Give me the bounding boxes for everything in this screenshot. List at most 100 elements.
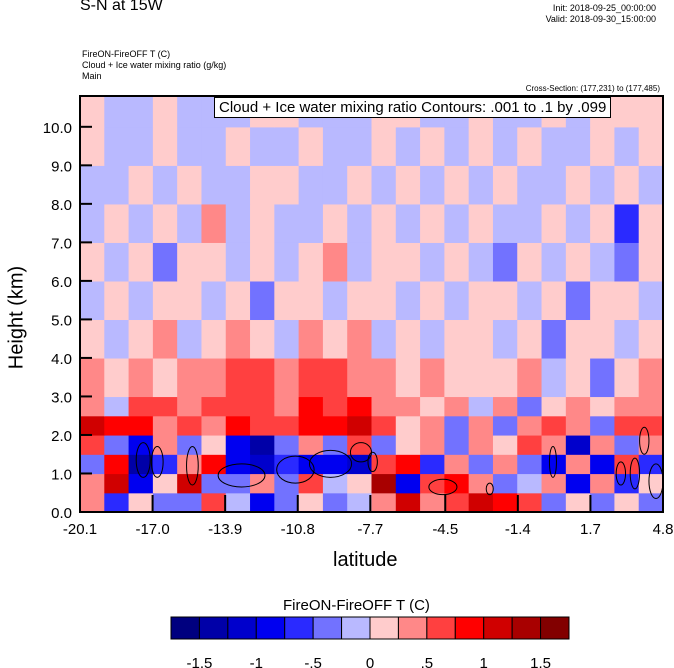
heatmap-cell: [468, 415, 494, 436]
heatmap-cell: [517, 357, 543, 398]
heatmap-cell: [250, 203, 275, 243]
heatmap-cell: [347, 357, 373, 398]
heatmap-cell: [104, 319, 130, 359]
heatmap-cell: [420, 396, 445, 417]
heatmap-cell: [517, 396, 543, 417]
heatmap-cell: [468, 165, 494, 205]
x-tick-label: 4.8: [653, 521, 674, 538]
heatmap-cell: [371, 203, 397, 243]
heatmap-cell: [128, 454, 154, 475]
heatmap-cell: [225, 242, 251, 282]
heatmap-cell: [274, 165, 300, 205]
heatmap-cell: [371, 396, 397, 417]
plot-frame: [79, 95, 664, 513]
heatmap-cell: [298, 396, 324, 417]
heatmap-cell: [638, 473, 664, 494]
heatmap-cell: [225, 434, 251, 455]
y-tick-label: 3.0: [51, 389, 72, 406]
heatmap-cell: [614, 280, 640, 321]
heatmap-cell: [638, 396, 664, 417]
heatmap-cell: [420, 357, 445, 398]
heatmap-cell: [371, 126, 397, 166]
heatmap-cell: [225, 415, 251, 436]
heatmap-cell: [104, 203, 130, 243]
heatmap-cell: [104, 357, 130, 398]
heatmap-cell: [444, 242, 470, 282]
cloud-contour: [615, 461, 627, 486]
heatmap-cell: [395, 434, 421, 455]
cloud-contour: [186, 446, 199, 486]
heatmap-cell: [80, 165, 105, 205]
heatmap-cell: [590, 280, 616, 321]
heatmap-cell: [250, 415, 275, 436]
heatmap-cell: [371, 280, 397, 321]
heatmap-cell: [371, 454, 397, 475]
heatmap-cell: [128, 203, 154, 243]
heatmap-cell: [541, 434, 567, 455]
heatmap-cell: [590, 434, 616, 455]
y-tick-label: 6.0: [51, 274, 72, 291]
heatmap-cell: [104, 473, 130, 494]
heatmap-cell: [468, 242, 494, 282]
heatmap-cell: [274, 434, 300, 455]
heatmap-cell: [517, 203, 543, 243]
heatmap-cell: [420, 165, 445, 205]
heatmap-cell: [128, 434, 154, 455]
heatmap-cell: [541, 396, 567, 417]
heatmap-cell: [638, 203, 664, 243]
heatmap-cell: [492, 454, 518, 475]
valid-time: Valid: 2018-09-30_15:00:00: [545, 14, 656, 24]
heatmap-cell: [468, 126, 494, 166]
heatmap-cell: [444, 415, 470, 436]
colorbar-tick-label: 1.5: [530, 655, 551, 668]
heatmap-cell: [298, 203, 324, 243]
colorbar-tick-label: -.5: [304, 655, 322, 668]
heatmap-cell: [541, 319, 567, 359]
colorbar-box: [454, 616, 485, 640]
heatmap-cell: [371, 492, 397, 513]
heatmap-cell: [347, 396, 373, 417]
heatmap-cell: [128, 357, 154, 398]
heatmap-cell: [274, 396, 300, 417]
heatmap-cell: [225, 126, 251, 166]
heatmap-cell: [420, 126, 445, 166]
heatmap-cell: [152, 415, 178, 436]
field-label-temperature: FireON-FireOFF T (C): [82, 49, 171, 59]
heatmap-cell: [614, 434, 640, 455]
x-axis-label: latitude: [333, 549, 398, 571]
cloud-contour: [276, 455, 315, 484]
heatmap-cell: [371, 415, 397, 436]
heatmap-cell: [541, 280, 567, 321]
heatmap-cell: [322, 319, 348, 359]
heatmap-cell: [152, 396, 178, 417]
heatmap-cell: [444, 473, 470, 494]
heatmap-cell: [590, 357, 616, 398]
heatmap-cell: [565, 203, 591, 243]
heatmap-cell: [638, 454, 664, 475]
heatmap-cell: [225, 396, 251, 417]
heatmap-cell: [80, 396, 105, 417]
heatmap-cell: [371, 242, 397, 282]
heatmap-cell: [177, 492, 203, 513]
heatmap-cell: [492, 126, 518, 166]
colorbar-box: [369, 616, 399, 640]
heatmap-cell: [201, 473, 227, 494]
heatmap-cell: [395, 165, 421, 205]
heatmap-cell: [80, 454, 105, 475]
heatmap-cell: [565, 280, 591, 321]
heatmap-cell: [225, 473, 251, 494]
heatmap-cell: [395, 473, 421, 494]
x-tick-label: -4.5: [432, 521, 458, 538]
colorbar-box: [198, 616, 229, 640]
heatmap-cell: [104, 165, 130, 205]
heatmap-cell: [395, 492, 421, 513]
heatmap-cell: [590, 415, 616, 436]
x-tick-label: -13.9: [208, 521, 242, 538]
heatmap-cell: [517, 280, 543, 321]
heatmap-cell: [250, 396, 275, 417]
x-tick-label: -7.7: [357, 521, 383, 538]
heatmap-cell: [250, 473, 275, 494]
heatmap-cell: [201, 357, 227, 398]
y-tick-label: 7.0: [51, 235, 72, 252]
heatmap-cell: [322, 126, 348, 166]
